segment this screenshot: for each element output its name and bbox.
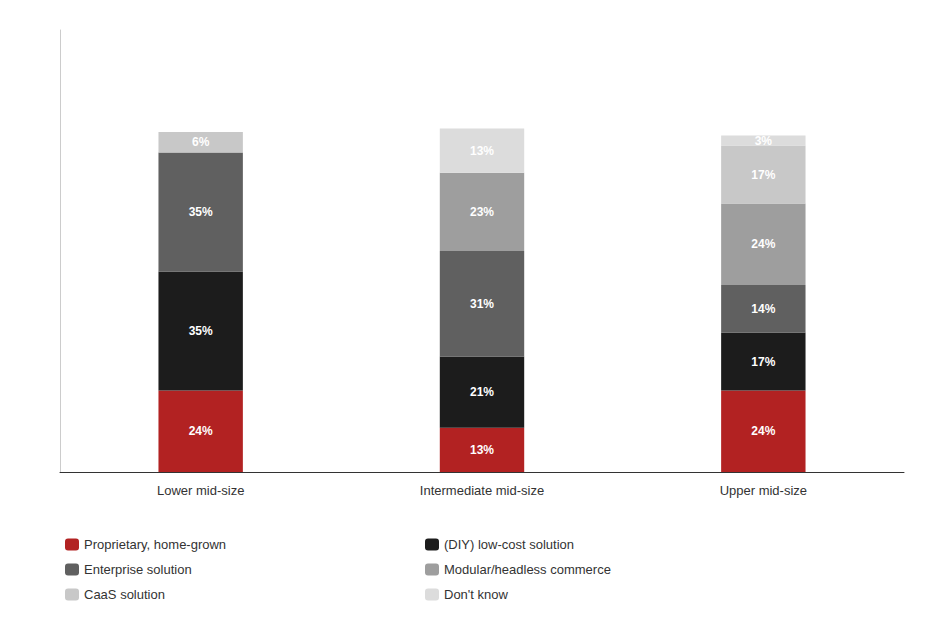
svg-text:Don't know: Don't know [444, 587, 509, 602]
svg-text:Upper mid-size: Upper mid-size [720, 483, 807, 498]
svg-text:(DIY) low-cost solution: (DIY) low-cost solution [444, 537, 574, 552]
svg-text:Lower mid-size: Lower mid-size [157, 483, 244, 498]
svg-text:24%: 24% [751, 237, 775, 251]
svg-text:13%: 13% [470, 144, 494, 158]
svg-text:14%: 14% [751, 302, 775, 316]
svg-text:3%: 3% [755, 134, 773, 148]
svg-text:Intermediate mid-size: Intermediate mid-size [420, 483, 544, 498]
svg-text:CaaS solution: CaaS solution [84, 587, 165, 602]
svg-text:17%: 17% [751, 355, 775, 369]
svg-text:6%: 6% [192, 135, 210, 149]
svg-text:35%: 35% [189, 324, 213, 338]
svg-text:Modular/headless commerce: Modular/headless commerce [444, 562, 611, 577]
svg-text:Proprietary, home-grown: Proprietary, home-grown [84, 537, 226, 552]
svg-text:24%: 24% [751, 424, 775, 438]
svg-text:21%: 21% [470, 385, 494, 399]
svg-text:35%: 35% [189, 205, 213, 219]
svg-text:13%: 13% [470, 443, 494, 457]
svg-text:31%: 31% [470, 297, 494, 311]
svg-text:23%: 23% [470, 205, 494, 219]
svg-text:24%: 24% [189, 424, 213, 438]
svg-text:Enterprise solution: Enterprise solution [84, 562, 192, 577]
svg-text:17%: 17% [751, 168, 775, 182]
